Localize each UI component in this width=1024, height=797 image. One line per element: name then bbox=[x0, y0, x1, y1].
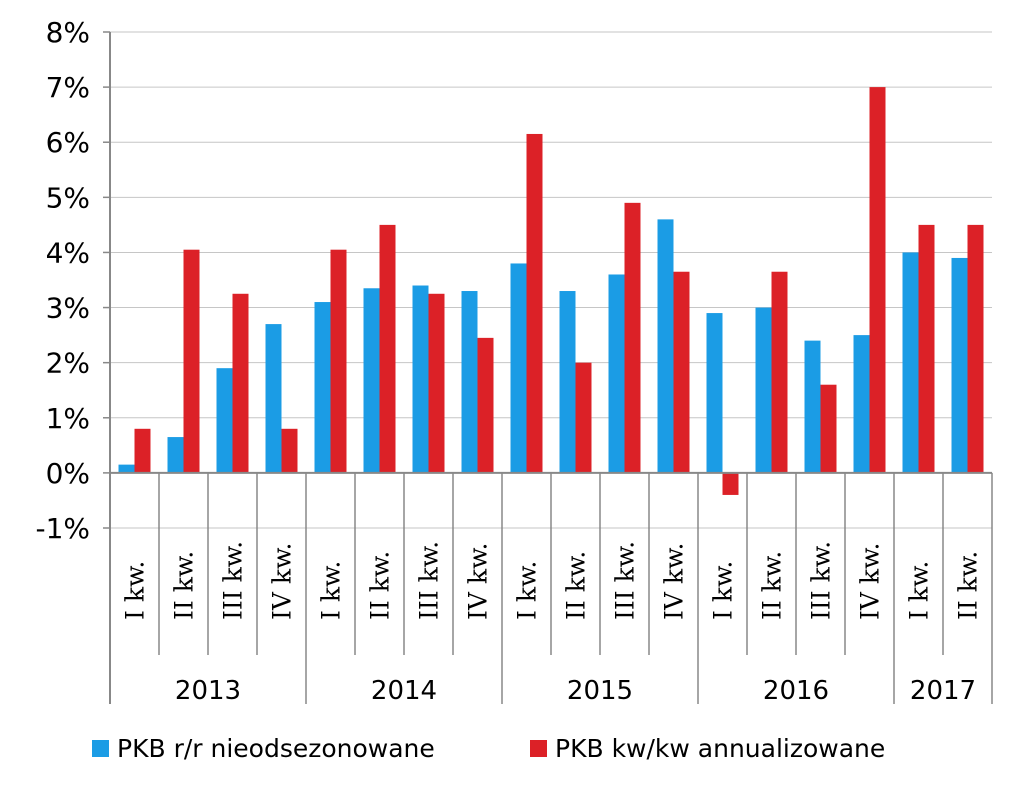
bar-series-2 bbox=[281, 428, 298, 473]
x-tick-label: I kw. bbox=[513, 561, 542, 620]
bar-series-1 bbox=[902, 252, 919, 473]
x-tick-label: III kw. bbox=[807, 541, 836, 620]
bar-series-1 bbox=[461, 291, 478, 473]
bar-series-1 bbox=[363, 288, 380, 473]
bar-series-1 bbox=[853, 335, 870, 473]
bar-series-1 bbox=[167, 437, 184, 473]
bar-series-2 bbox=[624, 202, 641, 473]
y-tick-label: 4% bbox=[46, 236, 90, 269]
bar-series-2 bbox=[183, 249, 200, 473]
x-tick-label: III kw. bbox=[611, 541, 640, 620]
year-label: 2016 bbox=[763, 676, 829, 706]
y-tick-label: 8% bbox=[46, 16, 90, 49]
x-tick-label: II kw. bbox=[170, 551, 199, 620]
bar-series-2 bbox=[820, 384, 837, 473]
bar-series-1 bbox=[412, 285, 429, 473]
bar-series-1 bbox=[510, 263, 527, 473]
x-tick-label: II kw. bbox=[758, 551, 787, 620]
x-tick-label: I kw. bbox=[121, 561, 150, 620]
x-tick-label: IV kw. bbox=[856, 543, 885, 620]
bar-series-1 bbox=[559, 291, 576, 473]
y-tick-label: 6% bbox=[46, 126, 90, 159]
y-tick-label: 0% bbox=[46, 457, 90, 490]
x-tick-label: IV kw. bbox=[464, 543, 493, 620]
bar-series-2 bbox=[428, 293, 445, 473]
x-tick-label: I kw. bbox=[709, 561, 738, 620]
y-tick-label: 2% bbox=[46, 347, 90, 380]
x-tick-label: IV kw. bbox=[660, 543, 689, 620]
year-label: 2014 bbox=[371, 676, 437, 706]
bar-series-1 bbox=[314, 302, 331, 473]
bar-series-2 bbox=[232, 293, 249, 473]
x-tick-label: II kw. bbox=[562, 551, 591, 620]
x-tick-label: II kw. bbox=[366, 551, 395, 620]
x-tick-label: II kw. bbox=[954, 551, 983, 620]
bar-series-2 bbox=[477, 337, 494, 473]
legend-swatch-series-2 bbox=[530, 740, 547, 757]
x-tick-label: III kw. bbox=[219, 541, 248, 620]
bar-series-2 bbox=[575, 362, 592, 473]
bar-series-1 bbox=[755, 307, 772, 473]
x-tick-label: III kw. bbox=[415, 541, 444, 620]
bar-series-2 bbox=[967, 224, 984, 473]
bar-series-2 bbox=[673, 271, 690, 473]
bar-series-2 bbox=[722, 472, 739, 495]
year-label: 2015 bbox=[567, 676, 633, 706]
bar-series-1 bbox=[265, 324, 282, 473]
legend-label-series-1: PKB r/r nieodsezonowane bbox=[117, 734, 435, 763]
x-tick-label: I kw. bbox=[317, 561, 346, 620]
x-tick-label: I kw. bbox=[905, 561, 934, 620]
legend-label-series-2: PKB kw/kw annualizowane bbox=[555, 734, 885, 763]
y-tick-label: 7% bbox=[46, 71, 90, 104]
bar-series-2 bbox=[134, 428, 151, 473]
bar-series-2 bbox=[526, 133, 543, 473]
bar-series-1 bbox=[951, 257, 968, 473]
year-label: 2013 bbox=[175, 676, 241, 706]
y-tick-label: 3% bbox=[46, 292, 90, 325]
year-label: 2017 bbox=[910, 676, 976, 706]
y-tick-label: 5% bbox=[46, 181, 90, 214]
bar-series-1 bbox=[804, 340, 821, 473]
bar-series-1 bbox=[657, 219, 674, 473]
bar-series-2 bbox=[918, 224, 935, 473]
bar-series-2 bbox=[869, 87, 886, 473]
bar-series-2 bbox=[330, 249, 347, 473]
bar-series-2 bbox=[771, 271, 788, 473]
legend-swatch-series-1 bbox=[92, 740, 109, 757]
y-tick-label: 1% bbox=[46, 402, 90, 435]
bar-series-1 bbox=[216, 368, 233, 473]
bar-series-1 bbox=[118, 464, 135, 473]
bar-series-1 bbox=[608, 274, 625, 473]
y-tick-label: -1% bbox=[35, 512, 90, 545]
bar-series-1 bbox=[706, 313, 723, 473]
bar-series-2 bbox=[379, 224, 396, 473]
x-tick-label: IV kw. bbox=[268, 543, 297, 620]
